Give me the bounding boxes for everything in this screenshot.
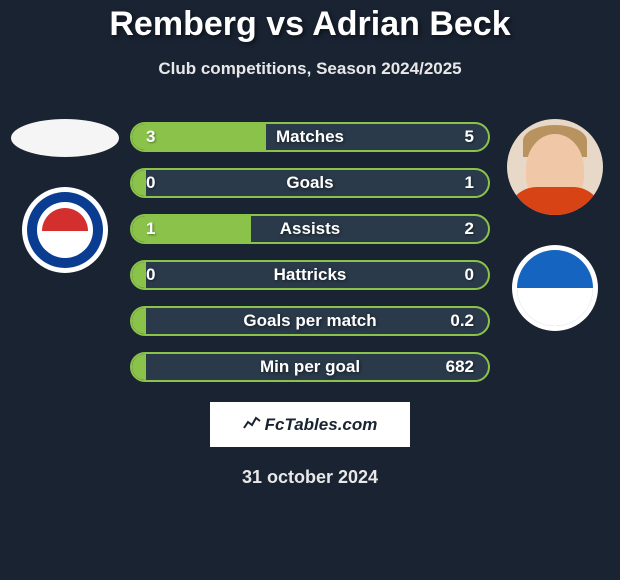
- bar-fill: [132, 170, 146, 196]
- stat-label: Goals: [286, 173, 333, 193]
- watermark: FcTables.com: [210, 402, 410, 447]
- stat-left-value: 0: [146, 173, 155, 193]
- stat-row-goals-per-match: Goals per match 0.2: [130, 306, 490, 336]
- main-area: 3 Matches 5 0 Goals 1 1 Assists 2 0 Hatt…: [0, 119, 620, 382]
- stat-right-value: 0: [465, 265, 474, 285]
- watermark-text: FcTables.com: [265, 415, 378, 435]
- stat-label: Goals per match: [243, 311, 376, 331]
- bar-fill: [132, 308, 146, 334]
- subtitle: Club competitions, Season 2024/2025: [0, 59, 620, 79]
- stat-left-value: 3: [146, 127, 155, 147]
- club-badge-holstein-icon: [27, 192, 103, 268]
- stat-right-value: 5: [465, 127, 474, 147]
- bar-fill: [132, 354, 146, 380]
- bar-fill: [132, 262, 146, 288]
- stat-left-value: 1: [146, 219, 155, 239]
- stat-row-hattricks: 0 Hattricks 0: [130, 260, 490, 290]
- player2-club-badge: [512, 245, 598, 331]
- stat-label: Matches: [276, 127, 344, 147]
- stat-row-goals: 0 Goals 1: [130, 168, 490, 198]
- date-text: 31 october 2024: [0, 467, 620, 488]
- stat-right-value: 2: [465, 219, 474, 239]
- player2-photo: [507, 119, 603, 215]
- page-title: Remberg vs Adrian Beck: [0, 5, 620, 44]
- stats-bars: 3 Matches 5 0 Goals 1 1 Assists 2 0 Hatt…: [125, 122, 495, 382]
- stat-row-assists: 1 Assists 2: [130, 214, 490, 244]
- player1-column: [5, 119, 125, 273]
- chart-icon: [243, 415, 261, 434]
- infographic-container: Remberg vs Adrian Beck Club competitions…: [0, 0, 620, 580]
- stat-right-value: 1: [465, 173, 474, 193]
- stat-label: Min per goal: [260, 357, 360, 377]
- stat-row-matches: 3 Matches 5: [130, 122, 490, 152]
- stat-label: Hattricks: [274, 265, 347, 285]
- club-badge-hoffenheim-icon: [517, 250, 593, 326]
- player-face-icon: [507, 119, 603, 215]
- player1-club-badge: [22, 187, 108, 273]
- stat-right-value: 682: [446, 357, 474, 377]
- stat-label: Assists: [280, 219, 340, 239]
- stat-row-min-per-goal: Min per goal 682: [130, 352, 490, 382]
- player1-photo-placeholder: [11, 119, 119, 157]
- stat-left-value: 0: [146, 265, 155, 285]
- player2-column: [495, 119, 615, 331]
- stat-right-value: 0.2: [450, 311, 474, 331]
